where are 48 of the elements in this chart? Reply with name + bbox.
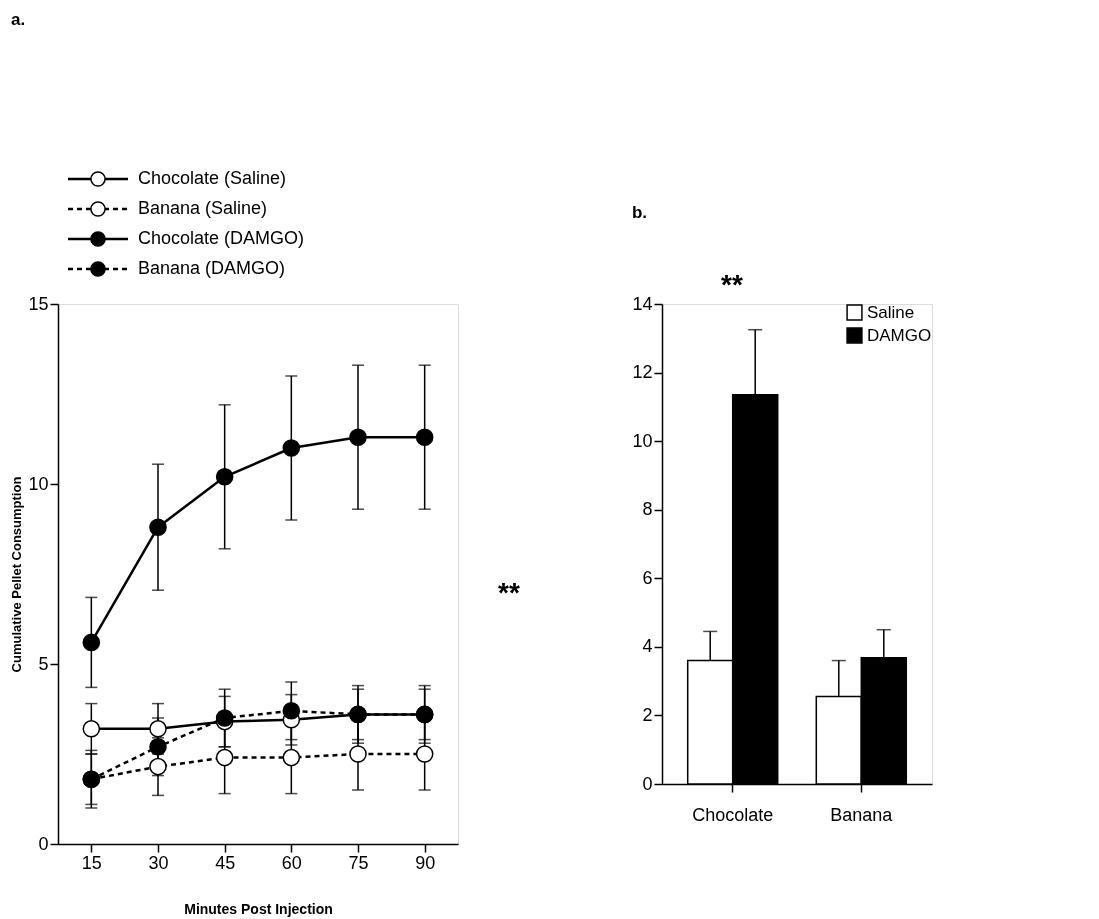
y-tick-label: 8	[642, 499, 653, 520]
point	[415, 428, 434, 446]
chart-title: b.	[631, 203, 648, 222]
x-tick-label: 30	[148, 852, 169, 873]
legend-label: Chocolate (Saline)	[138, 168, 287, 188]
point	[82, 720, 101, 738]
legend-label: Banana (Saline)	[138, 198, 268, 218]
x-tick-label: 90	[415, 852, 436, 873]
y-tick-label: 14	[632, 293, 653, 314]
point	[215, 709, 234, 727]
y-tick-label: 10	[632, 430, 653, 451]
y-tick-label: 2	[642, 704, 653, 725]
x-tick-label: 60	[281, 852, 302, 873]
legend-label: DAMGO	[867, 325, 932, 345]
x-tick-label: 75	[348, 852, 369, 873]
y-tick-label: 6	[642, 567, 653, 588]
point	[215, 468, 234, 486]
y-tick-label: 0	[38, 833, 49, 854]
legend-label: Chocolate (DAMGO)	[138, 228, 305, 248]
y-tick-label: 4	[642, 636, 653, 657]
y-tick-label: 5	[38, 653, 49, 674]
x-tick-label: Chocolate	[692, 804, 774, 825]
point	[282, 748, 301, 767]
y-tick-label: 0	[642, 773, 653, 794]
y-axis-title: Cumulative Pellet Consumption	[9, 476, 25, 673]
x-tick-label: 45	[215, 852, 236, 873]
legend-label: Saline	[867, 302, 915, 322]
point	[349, 745, 367, 763]
point	[282, 439, 301, 457]
x-tick-label: Banana	[830, 804, 894, 825]
x-axis-title: Minutes Post Injection	[184, 900, 333, 917]
x-tick-label: 15	[81, 852, 102, 873]
y-tick-label: 15	[28, 293, 49, 314]
point	[215, 748, 234, 767]
y-tick-label: 12	[632, 362, 653, 383]
text: **	[498, 577, 520, 608]
y-tick-label: 10	[28, 473, 49, 494]
legend-label: Banana (DAMGO)	[138, 258, 286, 278]
point	[149, 738, 167, 756]
point	[349, 428, 367, 446]
point	[149, 757, 167, 776]
text: **	[721, 269, 743, 300]
point	[149, 720, 167, 738]
point	[282, 702, 301, 720]
chart-title: a.	[10, 9, 26, 29]
point	[415, 745, 434, 763]
point	[82, 633, 101, 652]
point	[149, 518, 167, 536]
